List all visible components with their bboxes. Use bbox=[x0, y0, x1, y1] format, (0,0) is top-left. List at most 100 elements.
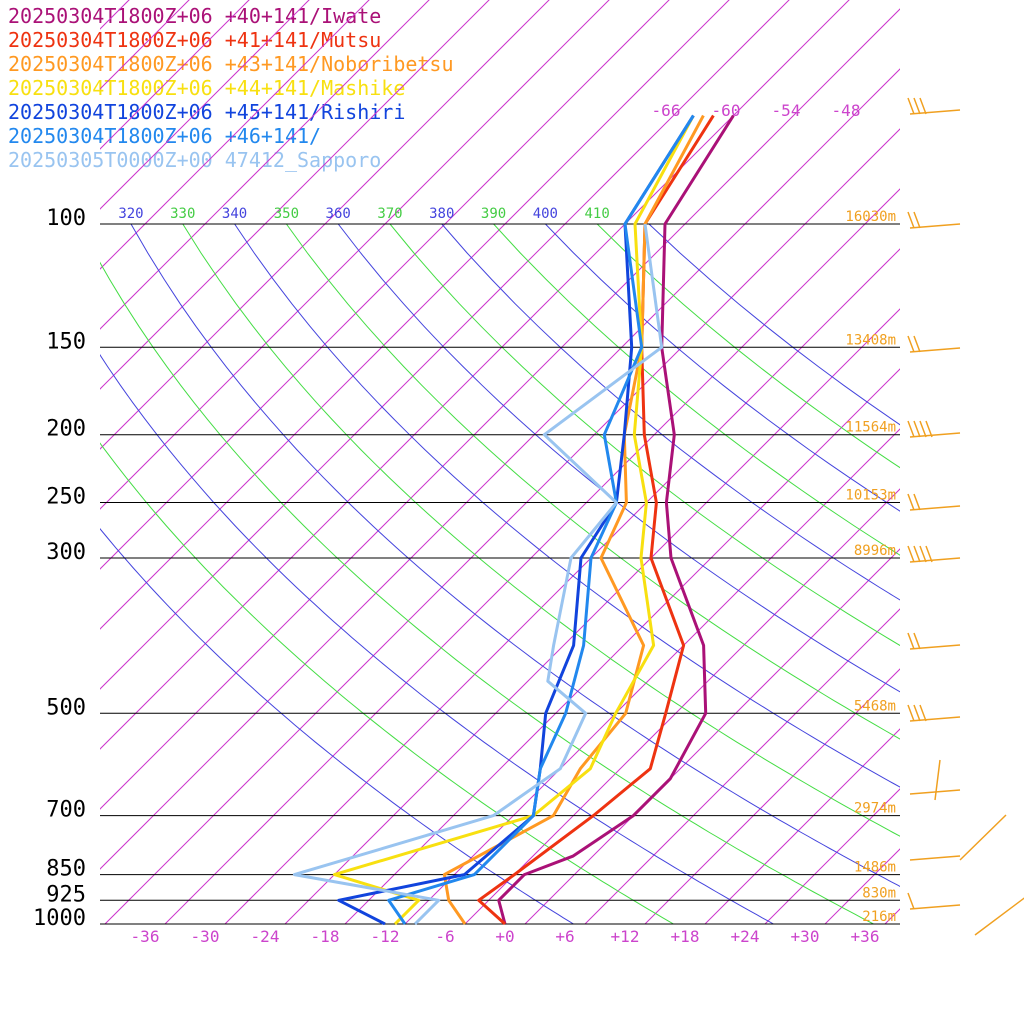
dry-adiabat-line bbox=[100, 442, 674, 925]
isotherm-line bbox=[100, 0, 490, 390]
temperature-tick-label: -18 bbox=[311, 927, 340, 946]
height-label: 5468m bbox=[854, 698, 896, 714]
wind-barb-staff bbox=[909, 109, 961, 115]
isotherm-line bbox=[104, 128, 900, 925]
isotherm-line bbox=[100, 0, 670, 570]
dry-adiabat-line bbox=[545, 224, 900, 512]
isotherm-line bbox=[100, 0, 790, 690]
wind-barb-flag bbox=[913, 632, 921, 650]
isotherm-line bbox=[100, 0, 370, 270]
wind-barb-flag bbox=[919, 545, 927, 563]
height-label: 11564m bbox=[845, 420, 896, 436]
isotherm-line bbox=[945, 0, 1024, 924]
temperature-tick-label: +6 bbox=[555, 927, 574, 946]
theta-label: 330 bbox=[170, 206, 195, 222]
wind-barb bbox=[907, 211, 961, 229]
series-line bbox=[337, 114, 695, 925]
theta-label: 410 bbox=[585, 206, 610, 222]
dry-adiabat-line bbox=[182, 224, 900, 837]
temperature-tick-label: -6 bbox=[435, 927, 454, 946]
wind-barb bbox=[907, 97, 961, 115]
isotherm-line bbox=[100, 0, 610, 510]
wind-barb-flag bbox=[919, 420, 927, 438]
dry-adiabat-line bbox=[130, 224, 900, 887]
pressure-tick-label: 925 bbox=[46, 882, 86, 907]
isotherm-line bbox=[100, 0, 730, 630]
isotherm-line bbox=[344, 368, 900, 925]
temperature-tick-label: +0 bbox=[495, 927, 514, 946]
legend-entry: 20250304T1800Z+06 +40+141/Iwate bbox=[8, 4, 382, 28]
wind-barb-staff bbox=[909, 904, 961, 910]
isotherm-line bbox=[224, 248, 900, 925]
upper-temperature-label: -66 bbox=[652, 101, 681, 120]
isotherm-line bbox=[100, 8, 900, 810]
height-label: 10153m bbox=[845, 488, 896, 504]
wind-barb bbox=[909, 855, 961, 861]
wind-barb-staff bbox=[909, 432, 961, 438]
isotherm-line bbox=[100, 0, 250, 150]
wind-barb-staff bbox=[909, 557, 961, 563]
wind-barb-staff bbox=[909, 223, 961, 229]
wind-barb-flag bbox=[925, 420, 933, 438]
wind-barb-staff bbox=[909, 855, 961, 861]
wind-barb-flag bbox=[913, 335, 921, 353]
wind-barb-flag bbox=[913, 545, 921, 563]
wind-barb-flag bbox=[913, 420, 921, 438]
theta-label: 390 bbox=[481, 206, 506, 222]
isotherm-line bbox=[644, 668, 900, 925]
theta-label: 370 bbox=[377, 206, 402, 222]
wind-barb-flag bbox=[907, 704, 915, 722]
wind-barb-flag bbox=[907, 892, 915, 910]
dry-adiabat-line bbox=[648, 224, 900, 426]
dry-adiabat-line bbox=[100, 527, 574, 925]
upper-temperature-label: -48 bbox=[832, 101, 861, 120]
legend-entry: 20250304T1800Z+06 +43+141/Noboribetsu bbox=[8, 52, 454, 76]
legend-entry: 20250304T1800Z+06 +45+141/Rishiri bbox=[8, 100, 406, 124]
isotherm-line bbox=[704, 728, 900, 925]
wind-barb-staff bbox=[974, 897, 1024, 936]
wind-barb bbox=[907, 545, 961, 563]
isotherm-line bbox=[100, 0, 310, 210]
isotherm-line bbox=[100, 0, 190, 90]
wind-barb-staff bbox=[909, 789, 961, 795]
height-label: 1486m bbox=[854, 860, 896, 876]
pressure-tick-label: 250 bbox=[46, 485, 86, 510]
temperature-tick-label: +12 bbox=[611, 927, 640, 946]
wind-barb-flag bbox=[913, 493, 921, 511]
theta-label: 380 bbox=[429, 206, 454, 222]
wind-barb-flag bbox=[907, 545, 915, 563]
height-label: 2974m bbox=[854, 801, 896, 817]
temperature-tick-label: +18 bbox=[671, 927, 700, 946]
wind-barb-flag bbox=[907, 97, 915, 115]
wind-barb-flag bbox=[907, 632, 915, 650]
isotherm-line bbox=[100, 68, 900, 870]
pressure-tick-label: 150 bbox=[46, 329, 86, 354]
temperature-tick-label: +24 bbox=[731, 927, 760, 946]
height-label: 13408m bbox=[845, 332, 896, 348]
pressure-tick-label: 200 bbox=[46, 417, 86, 442]
wind-barb-staff bbox=[909, 347, 961, 353]
wind-barb bbox=[907, 892, 961, 910]
isotherm-line bbox=[284, 308, 900, 925]
isotherm-grid bbox=[100, 0, 1024, 925]
chart-legend: 20250304T1800Z+06 +40+141/Iwate 20250304… bbox=[8, 4, 454, 172]
theta-label: 340 bbox=[222, 206, 247, 222]
wind-barb bbox=[907, 632, 961, 650]
series-line bbox=[292, 223, 664, 925]
isotherm-line bbox=[884, 908, 900, 925]
sounding-profiles bbox=[292, 114, 735, 925]
isotherm-line bbox=[100, 0, 550, 450]
wind-barb-flag bbox=[907, 420, 915, 438]
wind-barb-staff bbox=[959, 814, 1007, 861]
height-label: 216m bbox=[862, 909, 896, 925]
dry-adiabat-line bbox=[337, 224, 900, 693]
wind-barb bbox=[907, 493, 961, 511]
pressure-tick-label: 100 bbox=[46, 206, 86, 231]
isotherm-line bbox=[404, 428, 900, 925]
isotherm-line bbox=[100, 0, 130, 30]
legend-entry: 20250304T1800Z+06 +44+141/Mashike bbox=[8, 76, 406, 100]
isotherm-line bbox=[1005, 0, 1024, 924]
wind-barb bbox=[907, 335, 961, 353]
